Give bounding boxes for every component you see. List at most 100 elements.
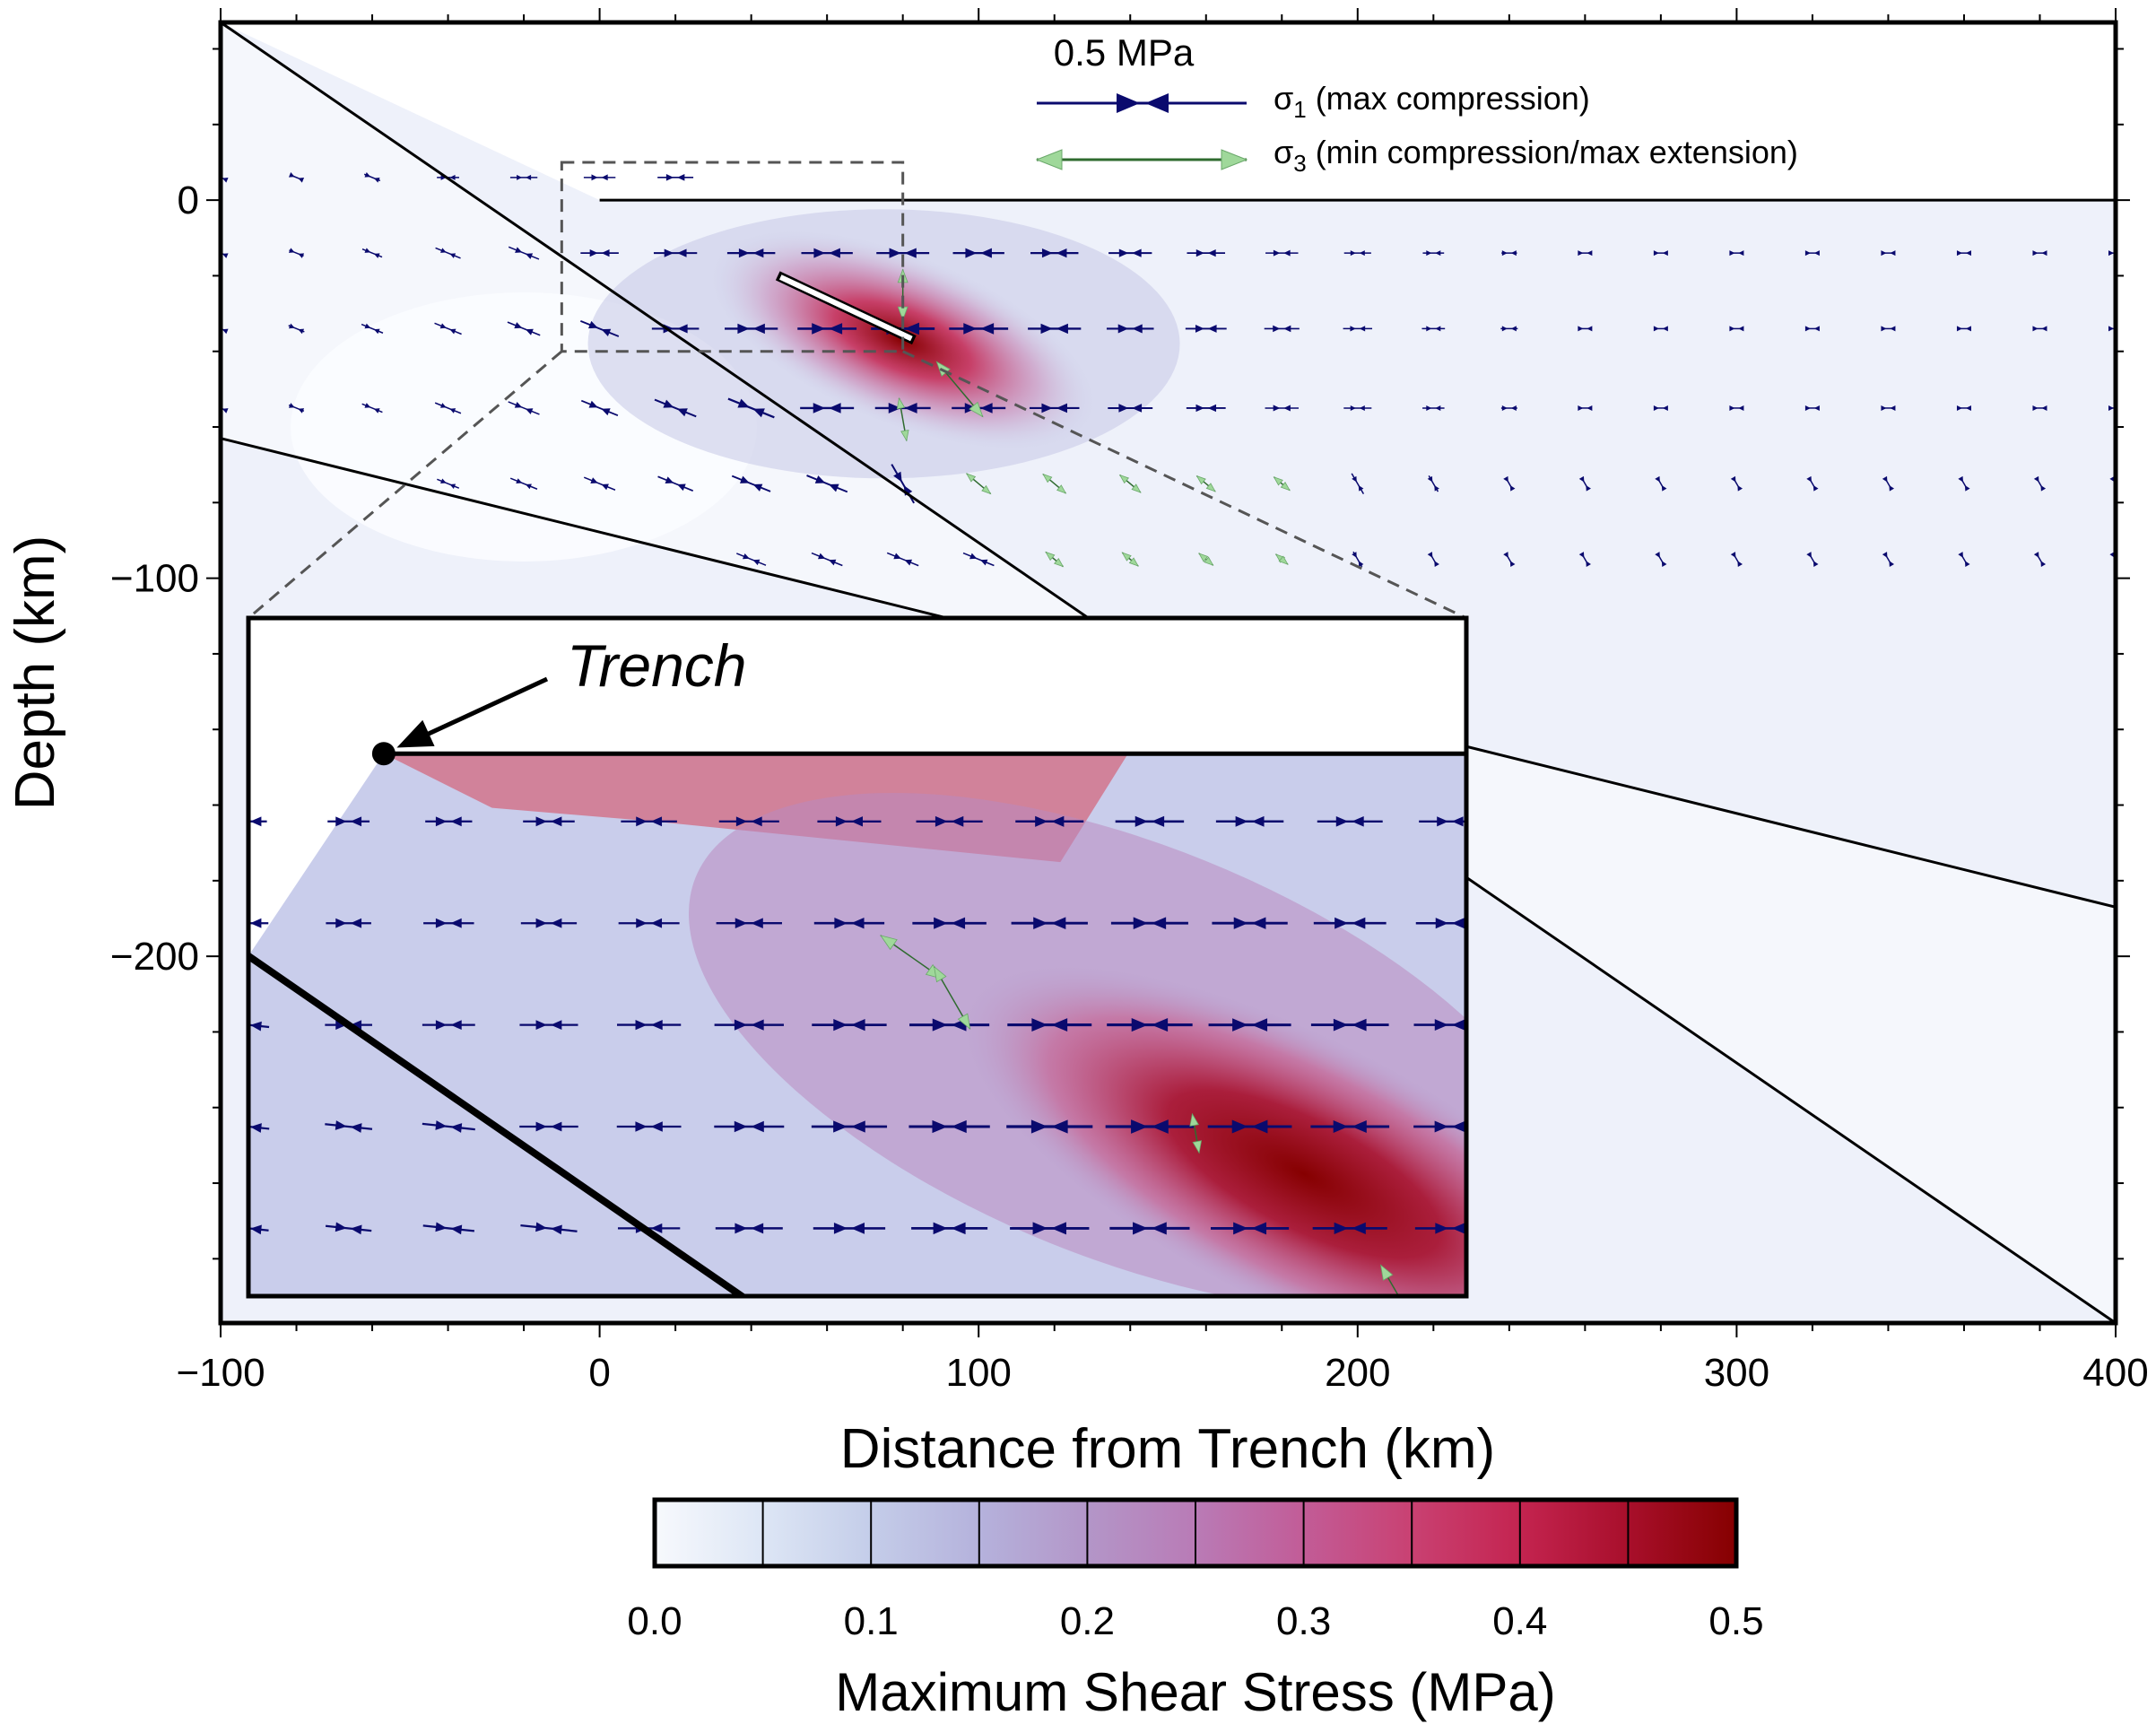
sigma1-arrowhead [1655, 475, 1660, 483]
sigma1-arrowhead [1501, 326, 1508, 332]
inset-max-stress-zone [962, 965, 1466, 1296]
sigma1-vector [248, 816, 267, 827]
sigma1-arrowhead [735, 918, 748, 929]
sigma1-arrowhead [751, 816, 762, 827]
sigma1-vector [1881, 326, 1896, 332]
x-tick-label: 200 [1325, 1351, 1390, 1395]
sigma1-arrowhead [1135, 815, 1148, 827]
sigma1-arrowhead [516, 478, 523, 484]
sigma1-shaft [434, 402, 462, 414]
sigma1-arrowhead [1501, 405, 1508, 411]
sigma1-arrowhead [635, 1019, 648, 1031]
sigma1-legend-label: σ1 (max compression) [1274, 80, 1590, 123]
sigma1-arrowhead [517, 174, 523, 180]
sigma1-arrowhead [335, 816, 347, 827]
sigma1-arrowhead [1352, 1018, 1367, 1032]
sigma1-arrowhead [951, 1222, 966, 1235]
sigma1-arrowhead [677, 248, 687, 257]
sigma1-vector [1956, 250, 1971, 257]
sigma1-vector [617, 1019, 682, 1031]
sigma1-arrowhead [1451, 1223, 1465, 1234]
sigma1-arrowhead [888, 402, 901, 414]
sigma1-arrowhead [677, 324, 688, 334]
sigma1-arrowhead [1352, 1222, 1366, 1234]
sigma1-arrowhead [515, 247, 523, 253]
sigma1-arrowhead [676, 408, 688, 417]
sigma1-subscript: 1 [1293, 96, 1306, 123]
sigma1-vector [509, 477, 538, 490]
sigma1-arrowhead [535, 1020, 547, 1030]
sigma1-arrowhead [1587, 326, 1593, 332]
stress-vectors-inset [248, 815, 1466, 1296]
sigma1-arrowhead [591, 174, 598, 181]
sigma3-arrowhead [1192, 1140, 1203, 1154]
sigma1-arrowhead [833, 1223, 848, 1234]
sigma3-vector [1042, 473, 1067, 494]
sigma1-vector [797, 323, 857, 335]
sigma1-arrowhead [601, 408, 611, 416]
sigma1-arrowhead [449, 328, 456, 335]
colorbar-tick-label: 0.1 [844, 1599, 899, 1643]
sigma1-vector [1730, 475, 1743, 492]
sigma1-arrowhead [829, 559, 837, 566]
y-axis-label: Depth (km) [4, 535, 66, 811]
sigma1-arrowhead [980, 559, 988, 566]
sigma1-arrowhead [1133, 917, 1148, 930]
sigma1-arrowhead [1151, 1119, 1169, 1134]
sigma1-arrowhead [1132, 404, 1143, 413]
sigma1-vector [1029, 403, 1080, 414]
sigma1-vector [1501, 250, 1517, 257]
sigma1-arrowhead [350, 1020, 362, 1030]
sigma1-arrowhead [440, 248, 447, 253]
sigma1-shaft [325, 1224, 372, 1232]
sigma1-arrowhead [1586, 561, 1591, 567]
sigma1-arrowhead [249, 1224, 262, 1235]
sigma1-vector [2033, 475, 2047, 492]
sigma1-arrowhead [1881, 250, 1887, 257]
sigma1-arrowhead [1426, 326, 1432, 332]
sigma1-arrowhead [1804, 405, 1811, 411]
sigma1-arrowhead [734, 1019, 748, 1031]
vector-scale-label: 0.5 MPa [1054, 31, 1195, 74]
sigma1-vector [1804, 405, 1820, 411]
sigma1-arrowhead [526, 174, 532, 180]
sigma1-arrowhead [435, 1120, 448, 1130]
sigma1-arrowhead [1040, 323, 1053, 335]
sigma1-arrowhead [1233, 1222, 1248, 1235]
sigma1-vector [1729, 250, 1744, 257]
sigma1-vector [1413, 1120, 1466, 1133]
sigma1-arrowhead [1435, 326, 1441, 332]
sigma1-arrowhead [835, 816, 848, 827]
sigma1-arrowhead [1509, 561, 1516, 567]
sigma1-arrowhead [1806, 552, 1812, 558]
sigma1-arrowhead [742, 553, 750, 560]
sigma1-vector [1106, 324, 1154, 334]
sigma1-arrowhead [535, 1121, 547, 1132]
sigma1-vector [1958, 475, 1970, 492]
sigma1-vector [1265, 249, 1299, 257]
sigma1-vector [1806, 475, 1819, 492]
sigma1-arrowhead [1041, 403, 1053, 414]
sigma1-vector [1030, 248, 1079, 258]
sigma3-symbol: σ [1274, 134, 1293, 170]
sigma1-vector [2033, 552, 2047, 567]
sigma1-shaft [361, 403, 383, 414]
sigma1-shaft [435, 247, 461, 259]
sigma1-arrowhead [893, 553, 901, 560]
sigma1-arrowhead [1283, 249, 1291, 257]
sigma1-arrowhead [893, 471, 902, 483]
sigma1-vector [520, 1222, 578, 1235]
sigma1-vector [1500, 326, 1518, 332]
sigma1-arrowhead [2032, 326, 2039, 332]
sigma1-vector [507, 321, 541, 336]
sigma1-arrowhead [373, 253, 380, 258]
sigma1-arrowhead [1131, 1119, 1148, 1134]
trench-label: Trench [567, 632, 747, 699]
sigma3-legend-label: σ3 (min compression/max extension) [1274, 134, 1798, 177]
sigma1-arrowhead [1333, 1120, 1349, 1133]
sigma1-shaft [727, 397, 775, 419]
sigma1-arrowhead [1435, 1223, 1448, 1234]
sigma1-arrowhead [1730, 552, 1736, 558]
sigma1-arrowhead [1804, 250, 1811, 257]
sigma1-vector [327, 816, 370, 827]
